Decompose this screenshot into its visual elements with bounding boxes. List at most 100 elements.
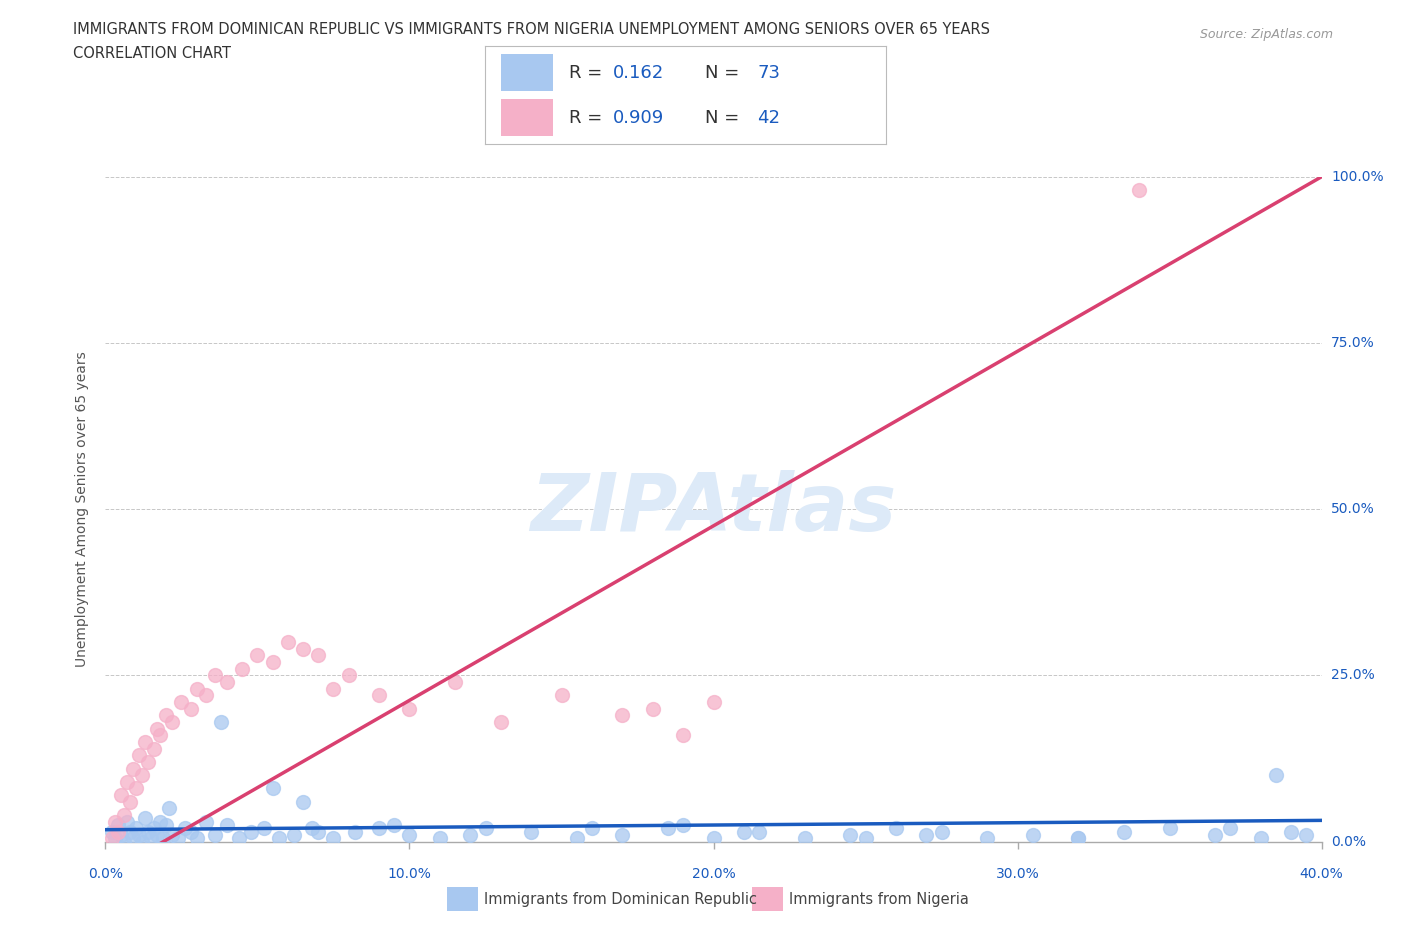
Point [474, 821, 496, 836]
Point [292, 642, 315, 657]
Text: R =: R = [569, 64, 609, 82]
Point [115, 815, 138, 830]
Point [204, 668, 226, 683]
Point [100, 830, 122, 845]
Text: 75.0%: 75.0% [1331, 336, 1375, 350]
Point [702, 830, 725, 845]
Point [139, 830, 162, 845]
Point [292, 794, 315, 809]
Point [550, 688, 572, 703]
Point [337, 668, 360, 683]
Point [915, 828, 938, 843]
Point [131, 834, 153, 849]
Text: 40.0%: 40.0% [1299, 867, 1344, 881]
Point [1295, 828, 1317, 843]
Point [146, 828, 169, 843]
Point [855, 830, 877, 845]
Point [107, 817, 129, 832]
Point [136, 824, 159, 839]
Text: Immigrants from Nigeria: Immigrants from Nigeria [789, 892, 969, 907]
Point [118, 794, 141, 809]
Text: 20.0%: 20.0% [692, 867, 735, 881]
Point [1128, 182, 1150, 197]
Text: R =: R = [569, 109, 609, 126]
Point [186, 830, 208, 845]
Point [252, 821, 274, 836]
Point [262, 655, 284, 670]
FancyBboxPatch shape [501, 54, 553, 91]
Text: 0.0%: 0.0% [89, 867, 122, 881]
Point [1112, 824, 1135, 839]
Point [136, 754, 159, 769]
Point [657, 821, 679, 836]
Point [322, 830, 344, 845]
Point [180, 824, 202, 839]
Text: 0.909: 0.909 [613, 109, 665, 126]
Point [103, 815, 125, 830]
Text: 0.0%: 0.0% [1331, 834, 1367, 849]
FancyBboxPatch shape [501, 100, 553, 137]
Point [128, 828, 150, 843]
Point [520, 824, 543, 839]
Text: 10.0%: 10.0% [388, 867, 432, 881]
Point [458, 828, 481, 843]
Point [180, 701, 202, 716]
Text: CORRELATION CHART: CORRELATION CHART [73, 46, 231, 60]
Point [839, 828, 862, 843]
Point [612, 828, 634, 843]
Point [121, 830, 143, 845]
Point [162, 828, 184, 843]
Point [398, 828, 420, 843]
Point [128, 748, 150, 763]
Text: 42: 42 [758, 109, 780, 126]
Point [931, 824, 953, 839]
Point [152, 830, 174, 845]
Point [322, 682, 344, 697]
Point [118, 824, 141, 839]
Point [149, 815, 172, 830]
Point [149, 728, 172, 743]
Point [170, 695, 193, 710]
Point [733, 824, 755, 839]
Point [162, 714, 184, 729]
Point [672, 817, 695, 832]
Point [131, 768, 153, 783]
Point [262, 781, 284, 796]
Point [793, 830, 815, 845]
Point [186, 682, 208, 697]
Point [565, 830, 588, 845]
Point [1067, 830, 1090, 845]
Point [307, 648, 329, 663]
Point [343, 824, 366, 839]
Point [173, 821, 195, 836]
Text: IMMIGRANTS FROM DOMINICAN REPUBLIC VS IMMIGRANTS FROM NIGERIA UNEMPLOYMENT AMONG: IMMIGRANTS FROM DOMINICAN REPUBLIC VS IM… [73, 22, 990, 37]
Point [115, 775, 138, 790]
Point [368, 821, 391, 836]
Text: 0.162: 0.162 [613, 64, 665, 82]
Point [702, 695, 725, 710]
Point [1204, 828, 1226, 843]
Point [231, 661, 253, 676]
Point [146, 721, 169, 736]
Text: Immigrants from Dominican Republic: Immigrants from Dominican Republic [484, 892, 756, 907]
Point [368, 688, 391, 703]
Point [155, 817, 177, 832]
Point [112, 834, 135, 849]
Point [581, 821, 603, 836]
Point [217, 817, 239, 832]
Point [143, 741, 166, 756]
Point [155, 708, 177, 723]
Point [157, 801, 180, 816]
Point [382, 817, 405, 832]
Point [134, 735, 156, 750]
Point [1022, 828, 1045, 843]
Point [301, 821, 323, 836]
Point [125, 781, 148, 796]
Point [110, 788, 132, 803]
Text: 73: 73 [758, 64, 780, 82]
Point [283, 828, 305, 843]
Point [134, 811, 156, 826]
Point [612, 708, 634, 723]
Point [125, 821, 148, 836]
Point [246, 648, 269, 663]
